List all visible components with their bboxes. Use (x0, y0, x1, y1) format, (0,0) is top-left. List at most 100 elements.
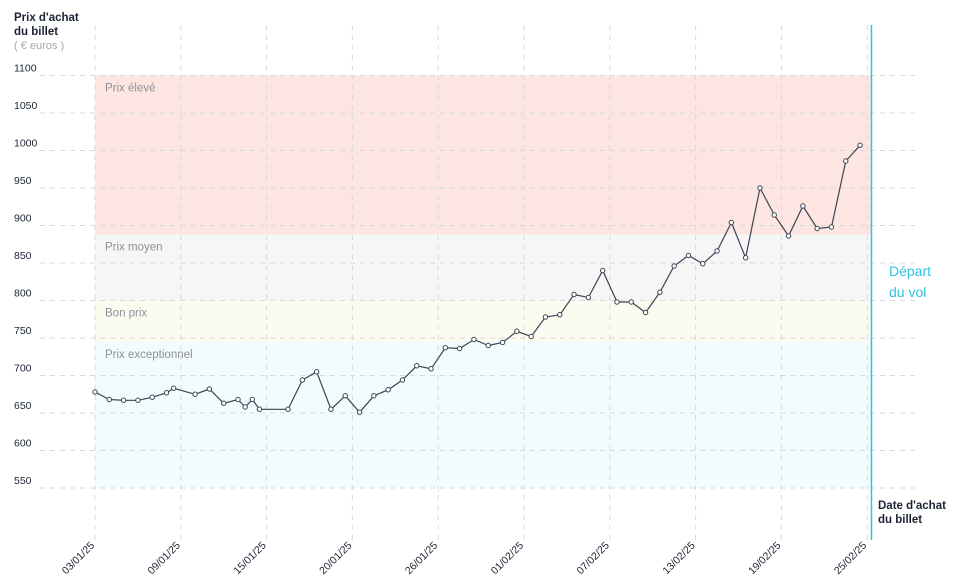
price-point-26 (456, 345, 463, 352)
y-tick-label-1: 600 (14, 438, 32, 450)
y-tick-label-3: 700 (14, 363, 32, 375)
price-point-33 (557, 312, 563, 318)
y-axis-title: Prix d'achat du billet (14, 11, 79, 39)
price-band-3 (95, 341, 872, 488)
price-point-46 (742, 255, 749, 261)
price-point-9 (221, 400, 227, 406)
x-tick-label-8: 19/02/25 (746, 540, 783, 577)
y-tick-label-9: 1000 (14, 138, 38, 150)
price-band-2 (95, 300, 872, 342)
price-point-38 (628, 299, 634, 305)
price-point-45 (728, 219, 735, 226)
y-tick-label-5: 800 (14, 288, 32, 300)
price-point-24 (428, 366, 434, 372)
price-series (92, 142, 863, 415)
price-band-label-3: Prix exceptionnel (105, 349, 193, 361)
price-point-31 (528, 333, 534, 340)
y-tick-label-11: 1100 (14, 63, 37, 75)
x-axis-title-line2: du billet (878, 514, 923, 526)
x-tick-label-3: 20/01/25 (317, 540, 354, 577)
price-point-7 (192, 391, 198, 397)
price-point-42 (685, 252, 692, 259)
price-point-40 (657, 289, 663, 295)
x-axis-title: Date d'achat du billet (878, 499, 946, 527)
price-point-0 (92, 389, 98, 395)
price-band-label-2: Bon prix (105, 308, 147, 320)
price-point-2 (120, 397, 127, 403)
x-tick-label-5: 01/02/25 (489, 540, 526, 577)
x-tick-label-9: 25/02/25 (832, 540, 869, 577)
price-point-21 (385, 387, 391, 393)
y-tick-label-7: 900 (14, 213, 32, 225)
price-bands (95, 75, 872, 488)
y-tick-label-10: 1050 (14, 100, 38, 112)
price-point-23 (414, 363, 420, 369)
departure-label-line1: Départ (889, 263, 932, 279)
price-point-22 (399, 377, 406, 383)
price-point-11 (242, 404, 248, 410)
price-point-18 (342, 393, 348, 399)
price-point-53 (843, 158, 849, 164)
price-point-12 (249, 396, 256, 403)
price-point-32 (542, 314, 549, 320)
y-tick-label-2: 650 (14, 400, 32, 412)
x-tick-label-7: 13/02/25 (660, 540, 697, 577)
price-point-35 (585, 294, 592, 301)
price-point-16 (313, 369, 320, 375)
y-axis-title-line1: Prix d'achat (14, 12, 79, 24)
departure-label: Départ du vol (889, 261, 931, 303)
x-tick-label-0: 03/01/25 (60, 540, 97, 577)
price-point-13 (256, 406, 263, 412)
price-band-label-0: Prix élevé (105, 83, 156, 95)
price-point-43 (700, 261, 706, 267)
y-tick-label-0: 550 (14, 475, 32, 487)
price-point-28 (485, 342, 491, 349)
x-axis-ticks: 03/01/25 09/01/25 15/01/25 20/01/25 26/01/25… (60, 540, 870, 577)
price-point-39 (642, 309, 649, 316)
price-point-3 (135, 397, 141, 403)
price-band-0 (95, 75, 872, 235)
y-axis-ticks: 550 600 650 700 750 800 850 900 950 1000 1050 1100 (14, 63, 38, 488)
x-tick-label-6: 07/02/25 (575, 540, 612, 577)
price-point-8 (206, 386, 213, 392)
departure-label-line2: du vol (889, 284, 927, 300)
y-tick-label-4: 750 (14, 325, 32, 337)
price-point-34 (571, 291, 577, 298)
price-point-20 (371, 393, 377, 399)
price-point-49 (785, 233, 792, 239)
price-point-54 (857, 142, 863, 148)
price-point-1 (106, 396, 113, 403)
price-point-30 (514, 328, 520, 334)
band-labels: Prix élevé Prix moyen Bon prix Prix excepti… (105, 83, 193, 361)
price-point-36 (599, 267, 606, 274)
price-point-37 (614, 299, 620, 305)
price-point-15 (299, 377, 306, 383)
price-point-52 (828, 224, 835, 230)
price-point-50 (800, 203, 806, 209)
price-point-4 (149, 394, 155, 400)
price-point-29 (499, 339, 506, 346)
x-axis-title-line1: Date d'achat (878, 500, 946, 512)
price-point-47 (757, 185, 763, 191)
price-band-1 (95, 234, 872, 301)
x-tick-label-1: 09/01/25 (146, 540, 183, 577)
price-point-6 (170, 385, 177, 391)
price-point-17 (328, 406, 334, 412)
price-point-48 (771, 212, 777, 218)
price-point-27 (471, 336, 477, 343)
x-tick-label-2: 15/01/25 (231, 540, 268, 577)
price-point-10 (235, 396, 241, 403)
price-band-label-1: Prix moyen (105, 242, 163, 254)
grid-lines (40, 25, 918, 540)
y-tick-label-8: 950 (14, 175, 32, 187)
price-point-14 (285, 406, 291, 412)
price-point-25 (442, 345, 449, 351)
price-point-5 (163, 390, 170, 396)
y-tick-label-6: 850 (14, 250, 32, 262)
price-point-44 (714, 248, 720, 254)
price-point-19 (356, 409, 363, 415)
y-axis-title-line2: du billet (14, 26, 59, 38)
price-point-41 (671, 263, 677, 269)
price-point-51 (814, 225, 820, 232)
